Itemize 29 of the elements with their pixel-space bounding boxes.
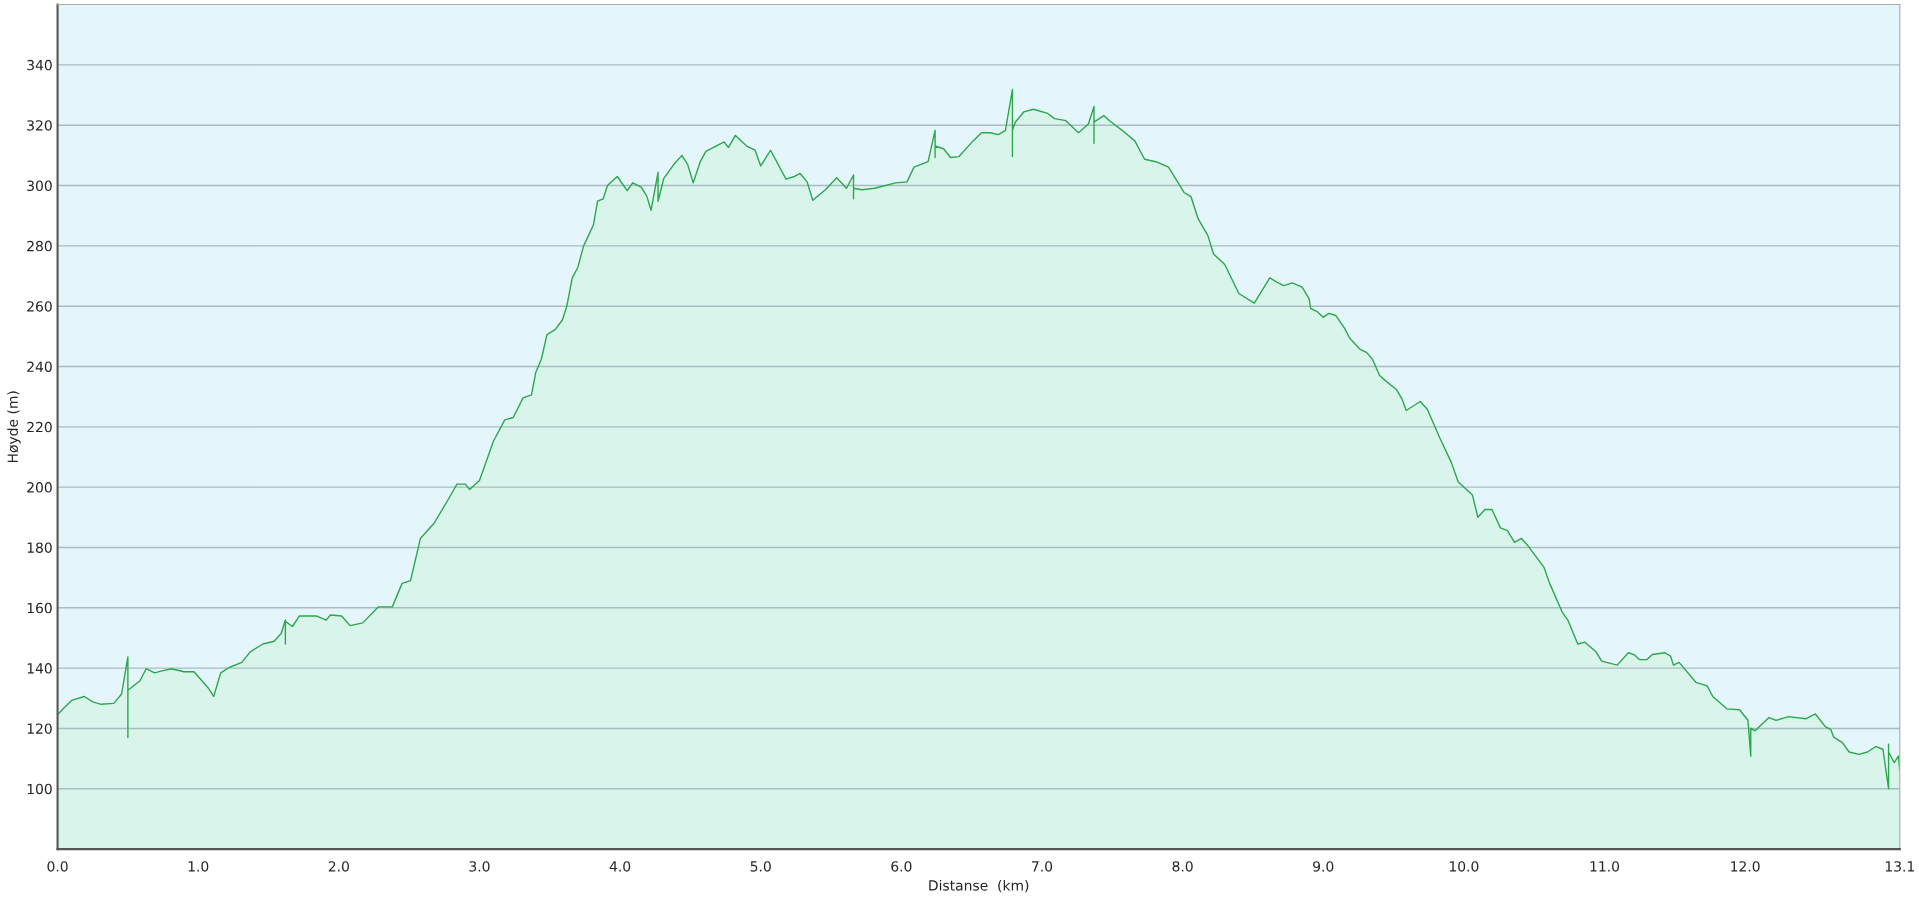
x-tick-label: 13.1 [1885, 861, 1914, 872]
x-tick-label: 0.0 [47, 861, 68, 872]
x-tick-label: 5.0 [750, 861, 771, 872]
y-tick-label: 260 [27, 301, 52, 312]
y-tick-label: 240 [27, 361, 52, 372]
x-tick-label: 4.0 [609, 861, 631, 872]
x-tick-label: 1.0 [188, 861, 209, 872]
y-axis-title: Høyde (m) [7, 391, 21, 463]
x-tick-label: 12.0 [1731, 861, 1760, 872]
x-tick-label: 10.0 [1449, 861, 1479, 872]
x-tick-label: 9.0 [1313, 861, 1334, 872]
y-tick-label: 140 [27, 663, 52, 674]
y-tick-label: 200 [27, 482, 52, 493]
x-axis-title: Distanse (km) [929, 879, 1029, 893]
x-tick-label: 3.0 [469, 861, 490, 872]
x-tick-label: 7.0 [1032, 861, 1053, 872]
y-tick-label: 300 [27, 180, 52, 192]
y-tick-label: 320 [27, 120, 52, 131]
y-tick-label: 280 [27, 240, 52, 252]
y-tick-label: 160 [27, 602, 52, 614]
y-tick-label: 220 [27, 421, 52, 433]
y-tick-label: 100 [27, 783, 52, 795]
x-tick-label: 8.0 [1172, 861, 1193, 872]
x-tick-label: 6.0 [891, 861, 912, 872]
y-tick-label: 180 [27, 542, 52, 553]
y-tick-label: 340 [27, 59, 52, 71]
y-tick-label: 120 [27, 723, 52, 734]
x-tick-label: 2.0 [328, 861, 349, 872]
x-tick-label: 11.0 [1590, 861, 1620, 872]
